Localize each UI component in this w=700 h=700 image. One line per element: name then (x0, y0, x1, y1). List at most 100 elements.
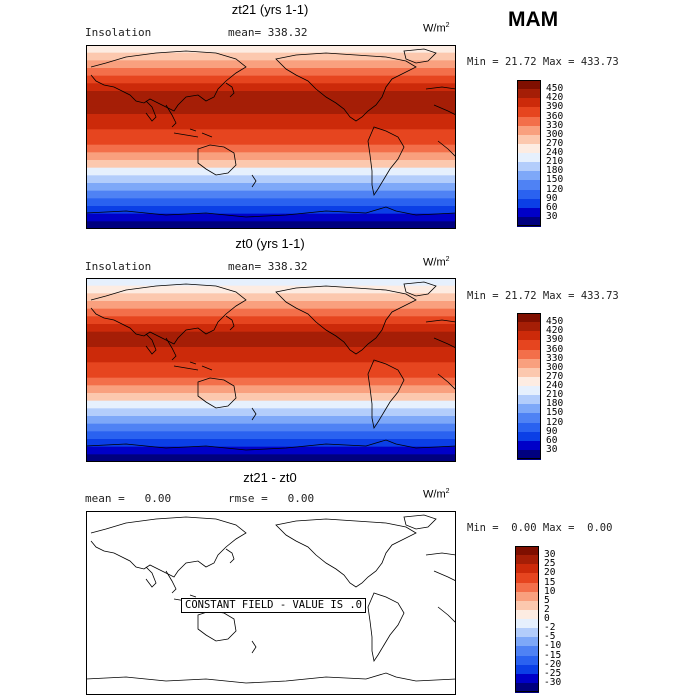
panel-3-colorbar (515, 546, 539, 693)
colorbar-swatch (517, 367, 541, 378)
coastline (225, 82, 235, 98)
colorbar-tick-label: 450 (546, 316, 564, 328)
colorbar-swatch (517, 189, 541, 200)
colorbar-tick-label: 20 (544, 567, 556, 579)
lat-band (86, 385, 456, 394)
colorbar-tick-label: 60 (546, 201, 558, 213)
panel-2-mean-value: 338.32 (267, 260, 308, 273)
colorbar-swatch (517, 340, 541, 350)
lat-band (86, 354, 456, 363)
lat-band (86, 221, 456, 229)
lat-band (86, 129, 456, 138)
colorbar-tick-label: 15 (544, 576, 556, 588)
panel-3-title: zt21 - zt0 (243, 470, 297, 485)
coastline (197, 377, 237, 409)
colorbar-swatch (517, 413, 541, 423)
panel-1-mean-label: mean= (228, 26, 262, 39)
colorbar-tick-label: 240 (546, 380, 564, 391)
lat-band (86, 52, 456, 61)
lat-band (86, 75, 456, 84)
coastline (197, 144, 237, 176)
lat-band (86, 362, 456, 371)
colorbar-tick-label: 420 (546, 325, 564, 337)
colorbar-frame (517, 313, 541, 459)
coastline (251, 174, 257, 188)
panel-3-units-sup: 2 (445, 488, 450, 495)
lat-band (86, 190, 456, 199)
panel-1-colorbar-labels: 450 420 390 360 330 300 270 240 210 180 150 120 90 60… (546, 80, 586, 226)
lat-band (86, 431, 456, 440)
lat-band (86, 114, 456, 123)
panel-3-mean-label: mean = (85, 492, 125, 505)
colorbar-swatch (515, 555, 539, 565)
colorbar-swatch (517, 322, 541, 332)
colorbar-swatch (515, 628, 539, 638)
colorbar-swatch (515, 682, 539, 693)
colorbar-swatch (517, 431, 541, 442)
colorbar-swatch (515, 637, 539, 647)
coastline (425, 86, 456, 158)
colorbar-tick-label: 30 (546, 210, 558, 222)
colorbar-swatch (517, 216, 541, 227)
colorbar-tick-label: 150 (546, 174, 564, 186)
colorbar-swatch (517, 107, 541, 117)
coastline (173, 128, 213, 138)
coastline (86, 206, 456, 218)
colorbar-swatch (517, 171, 541, 181)
lat-band (86, 160, 456, 169)
panel-3-max-value: 0.00 (587, 522, 613, 534)
colorbar-swatch (517, 134, 541, 145)
panel-3-colorbar-labels: 30 25 20 15 10 5 2 0 -2 -5 -10 -15 -20 -25 -30 (544, 546, 584, 692)
panel-1-coastlines (86, 48, 456, 218)
lat-band (86, 293, 456, 302)
coastline (145, 100, 177, 128)
panel-2-coastlines (86, 281, 456, 451)
lat-band (86, 206, 456, 215)
lat-band (86, 137, 456, 146)
coastline (403, 48, 437, 64)
colorbar-tick-label: 2 (544, 603, 550, 615)
coastline (90, 516, 247, 578)
lat-band (86, 454, 456, 462)
lat-band (86, 213, 456, 222)
colorbar-tick-label: -15 (544, 649, 562, 661)
colorbar-swatch (515, 600, 539, 611)
panel-2-mean-label: mean= (228, 260, 262, 273)
panel-3-mean: mean = 0.00 (85, 492, 171, 505)
colorbar-swatch (517, 162, 541, 172)
colorbar-tick-label: 450 (546, 83, 564, 95)
lat-band (86, 377, 456, 386)
panel-2-units-sup: 2 (445, 256, 450, 263)
panel-2-min-value: 21.72 (504, 290, 537, 302)
panel-3-coastlines (86, 514, 456, 684)
coastline (275, 285, 417, 355)
panel-3-min-value: 0.00 (511, 522, 537, 534)
colorbar-swatch (517, 180, 541, 190)
lat-band (86, 83, 456, 92)
colorbar-swatch (517, 153, 541, 163)
coastline (425, 319, 456, 391)
lat-band (86, 121, 456, 130)
colorbar-tick-label: 420 (546, 92, 564, 104)
coastline (145, 333, 177, 361)
colorbar-swatch (517, 376, 541, 387)
lat-band (86, 347, 456, 356)
coastline (251, 640, 257, 654)
coastline (86, 672, 456, 684)
coastline (367, 592, 405, 663)
panel-2-title: zt0 (yrs 1-1) (235, 236, 305, 251)
coastline (367, 126, 405, 197)
panel-3-rmse-value: 0.00 (287, 492, 315, 505)
colorbar-tick-label: 90 (546, 192, 558, 204)
lat-band (86, 175, 456, 184)
panel-1-units-base: W/m (423, 22, 446, 35)
colorbar-swatch (515, 582, 539, 593)
coastline (173, 361, 213, 371)
panel-2-min-label: Min = (467, 290, 499, 302)
panel-1-mean-value: 338.32 (267, 26, 308, 39)
panel-2-bands (86, 278, 456, 462)
lat-band (86, 278, 456, 287)
coastline (275, 52, 417, 122)
colorbar-tick-label: -25 (544, 667, 562, 679)
colorbar-swatch (515, 673, 539, 684)
